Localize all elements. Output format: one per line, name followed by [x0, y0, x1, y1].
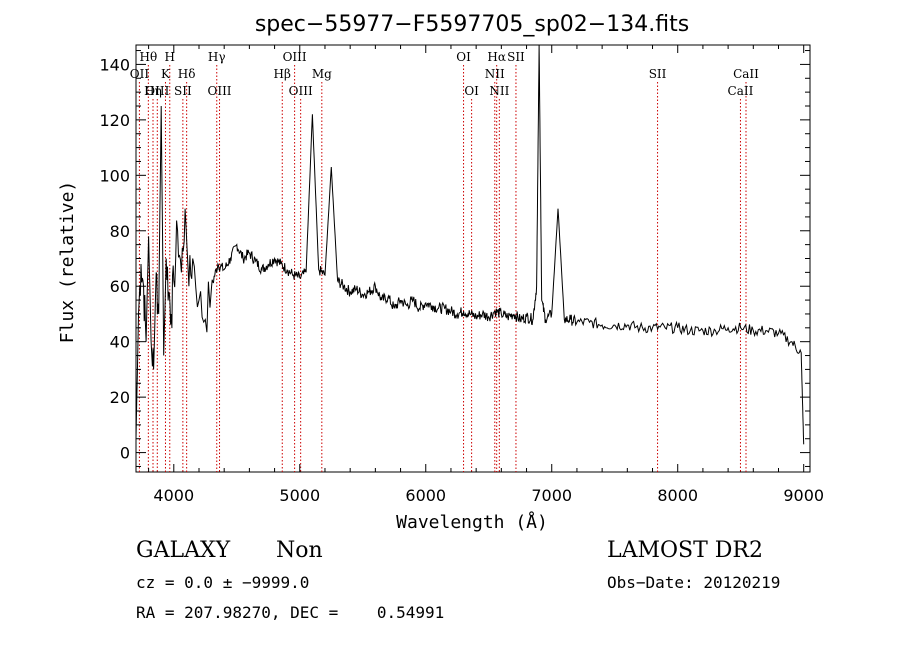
spectral-line-label: SII	[649, 67, 667, 81]
spectral-line-label: OIII	[145, 84, 169, 98]
object-class: GALAXY	[136, 538, 231, 563]
spectral-line-label: OIII	[289, 84, 313, 98]
spectral-line-label: OI	[456, 50, 471, 64]
y-tick-label: 120	[99, 111, 130, 130]
x-tick-label: 8000	[657, 486, 698, 505]
spectral-line-label: Hα	[487, 50, 506, 64]
spectral-line-label: OIII	[207, 84, 231, 98]
obs-date-line: Obs−Date: 20120219	[607, 573, 781, 592]
spectral-line-label: NII	[489, 84, 509, 98]
redshift-line: cz = 0.0 ± −9999.0	[136, 573, 310, 592]
spectral-line-label: K	[161, 67, 171, 81]
spectral-line-label: NII	[485, 67, 505, 81]
y-tick-label: 0	[120, 444, 130, 463]
spectral-line-label: CaII	[728, 84, 754, 98]
x-tick-label: 5000	[279, 486, 320, 505]
spectrum-line	[135, 44, 805, 445]
x-tick-label: 6000	[405, 486, 446, 505]
spectral-line-label: H	[165, 50, 175, 64]
y-tick-label: 60	[110, 277, 130, 296]
y-tick-label: 140	[99, 55, 130, 74]
y-axis-label: Flux (relative)	[57, 181, 78, 344]
spectral-line-label: OIII	[283, 50, 307, 64]
y-tick-label: 20	[110, 388, 130, 407]
spectral-line-label: Mg	[312, 67, 332, 81]
spectral-line-label: Hδ	[178, 67, 196, 81]
x-tick-label: 4000	[153, 486, 194, 505]
plot-frame	[135, 44, 811, 473]
spectral-line-label: Hβ	[274, 67, 291, 81]
spectral-line-label: Hγ	[208, 50, 226, 64]
spectral-line-label: Hη	[144, 84, 162, 98]
y-tick-label: 80	[110, 222, 130, 241]
spectral-line-markers	[138, 65, 747, 472]
x-tick-label: 9000	[783, 486, 824, 505]
spectral-line-label: OI	[464, 84, 479, 98]
survey-name: LAMOST DR2	[607, 538, 763, 563]
spectral-line-label: Hθ	[139, 50, 157, 64]
spectral-line-label: SII	[507, 50, 525, 64]
coordinates-line: RA = 207.98270, DEC = 0.54991	[136, 603, 445, 622]
y-tick-label: 40	[110, 333, 130, 352]
spectral-line-label: OII	[130, 67, 150, 81]
x-axis: 4000 5000 6000 7000 8000 9000	[148, 45, 824, 505]
x-tick-label: 7000	[531, 486, 572, 505]
y-axis: 0 20 40 60 80 100 120 140	[99, 50, 810, 467]
y-tick-label: 100	[99, 166, 130, 185]
chart-title: spec−55977−F5597705_sp02−134.fits	[255, 12, 689, 37]
spectral-line-label: CaII	[733, 67, 759, 81]
x-axis-label: Wavelength (Å)	[396, 511, 548, 533]
object-subclass: Non	[276, 538, 323, 563]
spectral-line-label: SII	[174, 84, 192, 98]
